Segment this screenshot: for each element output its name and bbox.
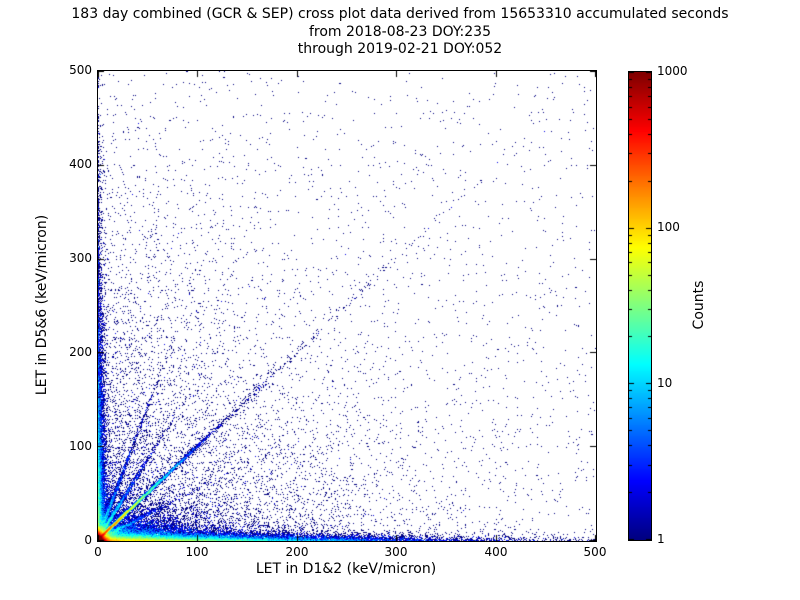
x-tick-label: 0 <box>94 545 102 559</box>
x-tick-label: 500 <box>583 545 607 559</box>
chart-subtitle-from: from 2018-08-23 DOY:235 <box>308 24 491 40</box>
x-tick-label: 400 <box>484 545 508 559</box>
y-tick-label: 400 <box>69 157 92 171</box>
colorbar-gradient-canvas <box>629 72 651 540</box>
colorbar-tick-label: 10 <box>657 376 673 390</box>
colorbar-axis-label: Counts <box>691 280 707 330</box>
colorbar-tick-label: 1 <box>657 532 665 546</box>
y-tick-label: 200 <box>69 345 92 359</box>
x-tick-label: 200 <box>285 545 309 559</box>
colorbar-tick-label: 1000 <box>657 64 688 78</box>
y-tick-label: 100 <box>69 439 92 453</box>
chart-subtitle-through: through 2019-02-21 DOY:052 <box>297 41 503 57</box>
colorbar-tick-label: 100 <box>657 220 680 234</box>
x-tick-label: 100 <box>185 545 209 559</box>
x-axis-label: LET in D1&2 (keV/micron) <box>255 561 437 577</box>
y-tick-label: 500 <box>69 63 92 77</box>
scatter-density-canvas <box>98 71 596 541</box>
colorbar <box>628 71 652 541</box>
y-tick-label: 0 <box>84 533 92 547</box>
chart-title: 183 day combined (GCR & SEP) cross plot … <box>71 6 729 22</box>
x-tick-label: 300 <box>384 545 408 559</box>
y-tick-label: 300 <box>69 251 92 265</box>
plot-area <box>97 70 597 542</box>
y-axis-label: LET in D5&6 (keV/micron) <box>34 214 50 396</box>
